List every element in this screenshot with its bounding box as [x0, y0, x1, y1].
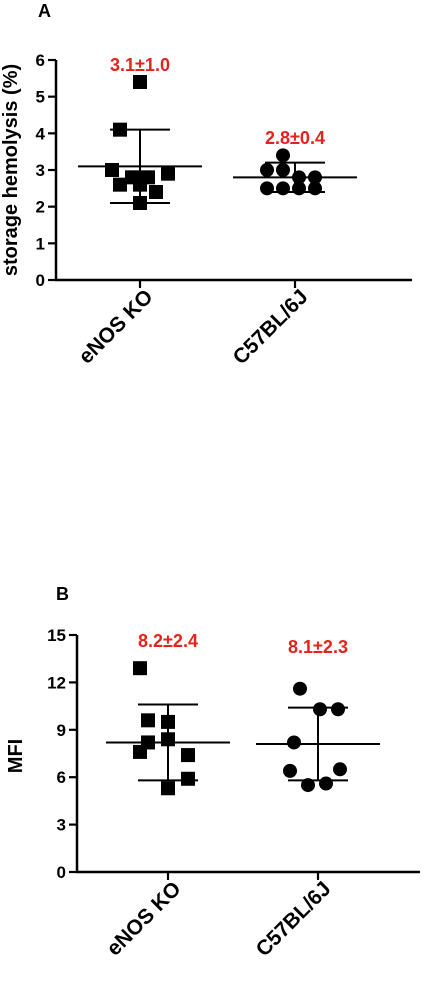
data-point-square	[133, 75, 147, 89]
data-point-circle	[283, 763, 297, 778]
plot-area-b: 0 3 6 9 12 15 eNOS KO 8.2±2.4 C57BL/6J 8.1±2.3	[47, 626, 420, 961]
data-point-square	[161, 781, 175, 796]
data-point-circle	[292, 181, 306, 196]
data-point-circle	[287, 735, 301, 750]
panel-label-b: B	[56, 584, 69, 604]
y-tick-label: 3	[57, 816, 66, 835]
data-point-square	[161, 166, 175, 181]
y-tick-label: 0	[57, 863, 66, 882]
data-point-square	[105, 163, 119, 177]
data-point-circle	[308, 181, 322, 196]
category-label: C57BL/6J	[252, 877, 336, 961]
data-point-circle	[333, 762, 347, 777]
data-point-circle	[313, 702, 327, 717]
mean-sd-annotation: 8.2±2.4	[138, 631, 198, 651]
data-point-circle	[276, 163, 290, 177]
data-point-square	[133, 177, 147, 192]
y-tick-label: 0	[36, 271, 45, 290]
y-tick-label: 4	[36, 124, 46, 143]
y-tick-label: 6	[36, 51, 45, 70]
data-point-circle	[319, 776, 333, 791]
data-point-circle	[260, 163, 274, 177]
data-point-square	[181, 771, 195, 786]
data-point-square	[181, 748, 195, 763]
mean-sd-annotation: 8.1±2.3	[288, 637, 348, 657]
data-point-square	[149, 185, 163, 199]
data-point-square	[133, 196, 147, 210]
mean-sd-annotation: 2.8±0.4	[265, 128, 325, 148]
y-axis-label-a: storage hemolysis (%)	[0, 64, 22, 276]
data-point-square	[113, 122, 127, 137]
chart-panel-a: A storage hemolysis (%) 0 1 2 3 4 5 6 eNOS KO 3.…	[0, 1, 412, 369]
y-tick-label: 15	[47, 626, 66, 645]
data-point-circle	[301, 778, 315, 793]
mean-sd-annotation: 3.1±1.0	[110, 55, 170, 75]
chart-panel-b: B MFI 0 3 6 9 12 15 eNOS KO 8.2±2.4 C57BL/6J 8.1±…	[5, 584, 420, 961]
data-point-square	[161, 714, 175, 729]
y-tick-label: 2	[36, 198, 45, 217]
data-point-circle	[276, 148, 290, 163]
data-point-square	[133, 744, 147, 759]
plot-area-a: 0 1 2 3 4 5 6 eNOS KO 3.1±1.0 C57BL/6J 2.8±0.4	[36, 51, 412, 369]
y-tick-label: 6	[57, 768, 66, 787]
y-tick-label: 12	[47, 673, 66, 692]
data-point-square	[133, 661, 147, 676]
data-point-circle	[308, 170, 322, 185]
y-tick-label: 5	[36, 88, 45, 107]
data-point-square	[161, 732, 175, 747]
data-point-circle	[293, 681, 307, 696]
y-tick-label: 1	[36, 234, 45, 253]
data-point-circle	[276, 181, 290, 196]
data-point-circle	[292, 170, 306, 185]
category-label: eNOS KO	[102, 877, 185, 960]
y-axis-label-b: MFI	[5, 739, 27, 773]
panel-label-a: A	[38, 1, 51, 21]
data-point-circle	[331, 702, 345, 717]
category-label: eNOS KO	[74, 285, 157, 368]
data-point-square	[141, 713, 155, 728]
data-point-square	[113, 177, 127, 192]
y-tick-label: 9	[57, 721, 66, 740]
y-tick-label: 3	[36, 161, 45, 180]
category-label: C57BL/6J	[229, 285, 313, 369]
data-point-circle	[260, 181, 274, 196]
